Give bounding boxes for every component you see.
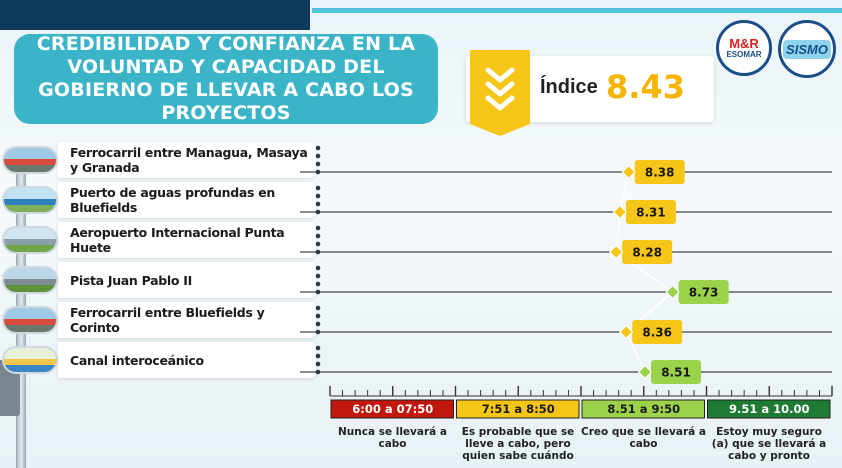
row-edge-dot	[315, 153, 321, 159]
scale-description: Nunca se llevará a cabo	[338, 426, 447, 450]
row-edge-dot	[315, 361, 321, 367]
row-edge-dot	[315, 265, 321, 271]
scale-segment	[707, 399, 831, 419]
train-photo-icon	[2, 306, 58, 334]
row-edge-dot	[315, 321, 321, 327]
scale-range-label: 6:00 a 07:50	[352, 402, 433, 416]
data-point	[637, 364, 653, 380]
top-accent-line	[312, 8, 842, 13]
row-edge-dot	[315, 313, 321, 319]
row-edge-dot	[315, 281, 321, 287]
category-label: Pista Juan Pablo II	[58, 262, 316, 298]
row-edge-dot	[315, 241, 321, 247]
data-label: 8.51	[661, 366, 691, 380]
category-label: Ferrocarril entre Bluefields y Corinto	[58, 302, 316, 338]
data-label: 8.28	[632, 246, 662, 260]
highway-photo-icon	[2, 266, 58, 294]
data-label: 8.38	[645, 166, 675, 180]
category-label: Puerto de aguas profundas en Bluefields	[58, 182, 316, 218]
row-edge-dot	[315, 193, 321, 199]
scale-range-label: 7:51 a 8:50	[482, 402, 555, 416]
row-edge-dot	[315, 289, 321, 295]
series-line	[615, 171, 674, 373]
scale-description: Estoy muy seguro (a) que se llevará a ca…	[711, 426, 827, 462]
row-edge-dot	[315, 209, 321, 215]
row-edge-dot	[315, 185, 321, 191]
data-label: 8.73	[689, 286, 719, 300]
row-edge-dot	[315, 273, 321, 279]
data-point	[619, 324, 634, 340]
left-tab	[0, 360, 20, 416]
data-label: 8.36	[642, 326, 672, 340]
value-box	[632, 320, 683, 344]
scale-description: Creo que se llevará a cabo	[581, 426, 706, 450]
category-label: Aeropuerto Internacional Punta Huete	[58, 222, 316, 258]
row-edge-dot	[315, 369, 321, 375]
data-point	[665, 284, 680, 300]
row-edge-dot	[315, 145, 321, 151]
category-label: Canal interoceánico	[58, 342, 316, 378]
row-edge-dot	[315, 169, 321, 175]
mr-logo-text: M&R	[729, 36, 759, 51]
canal-photo-icon	[2, 346, 58, 374]
row-edge-dot	[315, 329, 321, 335]
airport-photo-icon	[2, 226, 58, 254]
row-edge-dot	[315, 249, 321, 255]
row-edge-dot	[315, 161, 321, 167]
mr-logo: M&R ESOMAR	[716, 20, 772, 76]
sismo-logo-text: SISMO	[783, 39, 831, 59]
row-edge-dot	[315, 233, 321, 239]
row-edge-dot	[315, 225, 321, 231]
index-label: Índice	[540, 76, 598, 98]
row-edge-dot	[315, 345, 321, 351]
row-edge-dot	[315, 201, 321, 207]
train-photo-icon	[2, 146, 58, 174]
category-label: Ferrocarril entre Managua, Masaya y Gran…	[58, 142, 316, 178]
row-edge-dot	[315, 305, 321, 311]
scale-description: Es probable que se lleve a cabo, pero qu…	[461, 426, 575, 462]
data-label: 8.31	[636, 206, 666, 220]
mr-logo-sub: ESOMAR	[726, 50, 762, 59]
chart-title: CREDIBILIDAD Y CONFIANZA EN LA VOLUNTAD …	[14, 33, 438, 124]
port-photo-icon	[2, 186, 58, 214]
scale-segment	[581, 399, 705, 419]
sismo-logo: SISMO	[778, 20, 836, 78]
data-point	[612, 204, 627, 220]
scale-segment	[330, 399, 454, 419]
top-bar	[0, 0, 310, 30]
data-point	[621, 164, 636, 180]
value-box	[678, 280, 729, 304]
scale-range-label: 8.51 a 9:50	[607, 402, 680, 416]
row-edge-dot	[315, 353, 321, 359]
data-point	[609, 244, 624, 260]
value-box	[622, 240, 673, 264]
value-box	[625, 200, 676, 224]
scale-range-label: 9.51 a 10.00	[729, 402, 810, 416]
chevron-down-icon	[470, 50, 530, 136]
value-box	[634, 160, 685, 184]
scale-segment	[456, 399, 580, 419]
index-value: 8.43	[606, 68, 685, 106]
value-box	[651, 360, 702, 384]
